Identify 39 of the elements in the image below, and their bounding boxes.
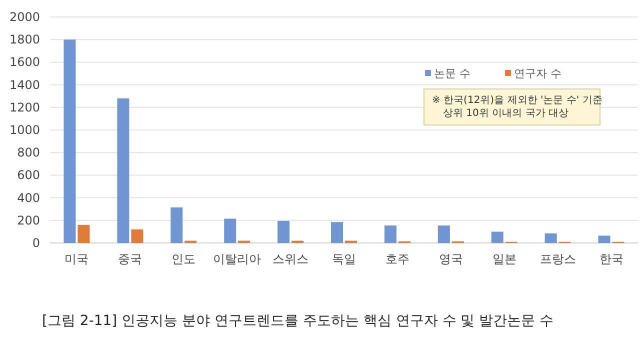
bar <box>170 207 183 243</box>
bar <box>64 40 76 243</box>
bar <box>598 236 610 243</box>
bar <box>438 225 450 243</box>
bar <box>331 222 343 243</box>
bar <box>384 225 396 243</box>
bar <box>131 229 144 243</box>
x-tick-label: 인도 <box>172 252 196 266</box>
bar <box>491 232 504 243</box>
bar <box>224 218 236 243</box>
x-tick-label: 일본 <box>492 252 516 266</box>
x-tick-label: 미국 <box>64 252 89 266</box>
text: [그림 2-11] 인공지능 분야 연구트렌드를 주도하는 핵심 연구자 수 및 발간논문 수 <box>42 313 554 329</box>
y-tick-label: 800 <box>17 146 40 160</box>
y-tick-label: 1800 <box>9 32 40 47</box>
x-tick-label: 이탈리아 <box>213 252 262 266</box>
legend-label: 연구자 수 <box>514 67 562 80</box>
x-tick-label: 프랑스 <box>540 252 576 266</box>
x-tick-label: 영국 <box>438 252 463 266</box>
y-tick-label: 400 <box>17 190 40 205</box>
y-tick-label: 600 <box>17 168 40 182</box>
y-tick-label: 200 <box>17 213 40 228</box>
bar <box>278 220 290 243</box>
y-tick-label: 1000 <box>9 123 40 137</box>
y-tick-label: 2000 <box>9 10 40 24</box>
x-tick-label: 호주 <box>385 252 410 266</box>
x-tick-label: 독일 <box>332 252 356 266</box>
y-tick-label: 0 <box>32 236 40 250</box>
x-tick-label: 스위스 <box>272 252 309 266</box>
y-tick-label: 1400 <box>9 78 40 92</box>
bar <box>544 233 557 243</box>
x-tick-label: 중국 <box>118 252 142 266</box>
annotation: ※ 한국(12위)을 제외한 '논문 수' 기준 상위 10위 이내의 국가 대상 <box>432 95 602 119</box>
y-tick-label: 1600 <box>9 55 40 70</box>
legend-label: 논문 수 <box>434 67 470 80</box>
x-tick-label: 한국 <box>599 252 624 266</box>
bar <box>117 98 130 243</box>
bar <box>78 224 90 243</box>
y-tick-label: 1200 <box>9 100 40 114</box>
